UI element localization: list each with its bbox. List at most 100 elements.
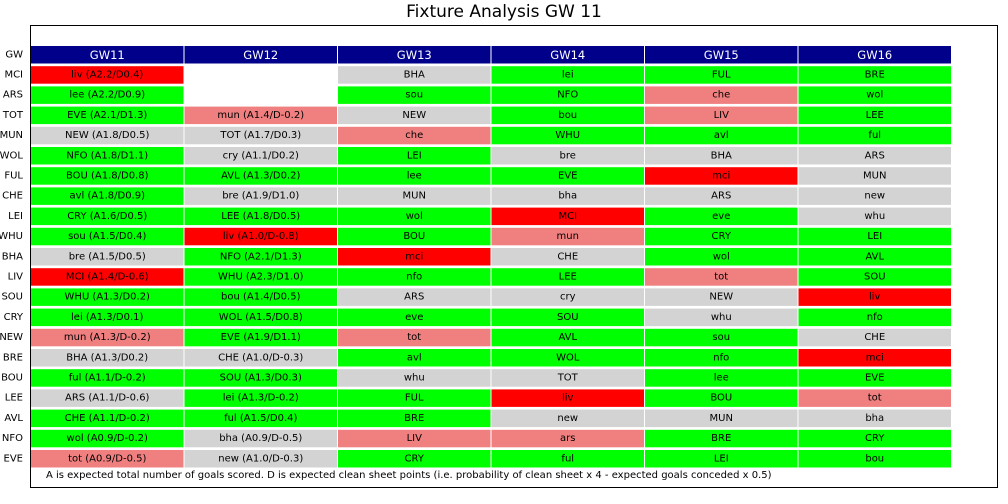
fixture-cell (338, 389, 491, 407)
fixture-label: bha (865, 413, 884, 424)
fixture-cell (798, 308, 951, 327)
fixture-label: nfo (713, 352, 729, 363)
fixture-cell (645, 349, 798, 367)
fixture-cell (645, 86, 798, 104)
fixture-label: lee (A2.2/D0.9) (69, 90, 145, 101)
fixture-cell (491, 167, 644, 185)
fixture-cell (491, 409, 644, 428)
fixture-label: nfo (406, 271, 422, 282)
column-header-label: GW15 (704, 48, 739, 62)
fixture-label: LEI (714, 453, 729, 464)
fixture-label: che (712, 90, 730, 101)
fixture-cell (338, 450, 491, 468)
fixture-cell (31, 106, 184, 125)
fixture-label: bre (560, 150, 576, 161)
fixture-label: BRE (711, 433, 731, 444)
fixture-cell (491, 86, 644, 104)
fixture-cell (338, 207, 491, 226)
fixture-cell (798, 409, 951, 428)
fixture-cell (338, 268, 491, 286)
fixture-label: AVL (558, 332, 577, 343)
fixture-cell (338, 126, 491, 145)
fixture-label: eve (405, 312, 423, 323)
fixture-cell (338, 409, 491, 428)
fixture-cell (338, 106, 491, 125)
fixture-cell (31, 429, 184, 448)
fixture-label: ful (868, 130, 881, 141)
fixture-label: NEW (709, 292, 733, 303)
fixture-label: cry (A1.1/D0.2) (223, 150, 299, 161)
fixture-label: eve (712, 211, 730, 222)
fixture-label: lei (562, 69, 574, 80)
fixture-cell (31, 389, 184, 407)
fixture-label: WHU (A1.3/D0.2) (65, 292, 151, 303)
fixture-cell (338, 429, 491, 448)
fixture-cell (645, 268, 798, 286)
fixture-cell (31, 268, 184, 286)
fixture-cell (645, 288, 798, 306)
column-header-label: GW12 (243, 48, 278, 62)
fixture-label: mci (405, 251, 423, 262)
fixture-label: MCI (A1.4/D-0.6) (66, 271, 149, 282)
column-header-cell (338, 46, 491, 64)
fixture-cell (491, 389, 644, 407)
fixture-label: FUL (712, 69, 731, 80)
fixture-label: lee (714, 372, 729, 383)
fixture-label: new (864, 191, 885, 202)
fixture-cell (184, 328, 337, 347)
row-header-label: GW (5, 49, 23, 60)
team-label: LEE (5, 393, 23, 404)
fixture-label: AVL (865, 251, 884, 262)
fixture-label: mun (557, 231, 579, 242)
fixture-cell (798, 227, 951, 246)
fixture-cell (31, 308, 184, 327)
team-label: BOU (1, 372, 23, 383)
fixture-cell (645, 126, 798, 145)
fixture-cell (798, 126, 951, 145)
fixture-label: liv (869, 292, 881, 303)
fixture-label: LIV (714, 110, 730, 121)
fixture-cell (184, 207, 337, 226)
fixture-cell (184, 429, 337, 448)
fixture-cell (798, 207, 951, 226)
fixture-cell (645, 409, 798, 428)
fixture-label: NFO (A1.8/D1.1) (66, 150, 148, 161)
fixture-cell (645, 187, 798, 205)
fixture-label: BRE (404, 413, 424, 424)
fixture-label: ARS (711, 191, 731, 202)
fixture-cell (31, 187, 184, 205)
fixture-label: wol (A0.9/D-0.2) (67, 433, 148, 444)
fixture-cell (645, 389, 798, 407)
fixture-label: ars (560, 433, 575, 444)
fixture-cell (645, 369, 798, 387)
fixture-cell (798, 268, 951, 286)
fixture-cell (491, 328, 644, 347)
fixture-label: CHE (A1.0/D-0.3) (218, 352, 303, 363)
fixture-cell (491, 268, 644, 286)
fixture-label: TOT (557, 372, 579, 383)
fixture-cell (491, 227, 644, 246)
column-header-label: GW11 (90, 48, 125, 62)
fixture-cell (491, 369, 644, 387)
fixture-cell (645, 167, 798, 185)
fixture-cell (31, 207, 184, 226)
fixture-label: NFO (A2.1/D1.3) (220, 251, 302, 262)
fixture-cell (31, 369, 184, 387)
column-header-cell (491, 46, 644, 64)
fixture-label: SOU (864, 271, 886, 282)
column-header-cell (184, 46, 337, 64)
fixture-cell (31, 349, 184, 367)
fixture-cell (798, 369, 951, 387)
fixture-label: BHA (711, 150, 732, 161)
fixture-cell (338, 227, 491, 246)
fixture-cell (184, 349, 337, 367)
fixture-cell (645, 328, 798, 347)
fixture-cell (31, 86, 184, 104)
fixture-cell (645, 429, 798, 448)
team-label: LEI (8, 211, 23, 222)
fixture-label: mun (A1.3/D-0.2) (64, 332, 151, 343)
team-label: TOT (2, 110, 24, 121)
fixture-label: ful (561, 453, 574, 464)
team-label: BHA (2, 251, 23, 262)
